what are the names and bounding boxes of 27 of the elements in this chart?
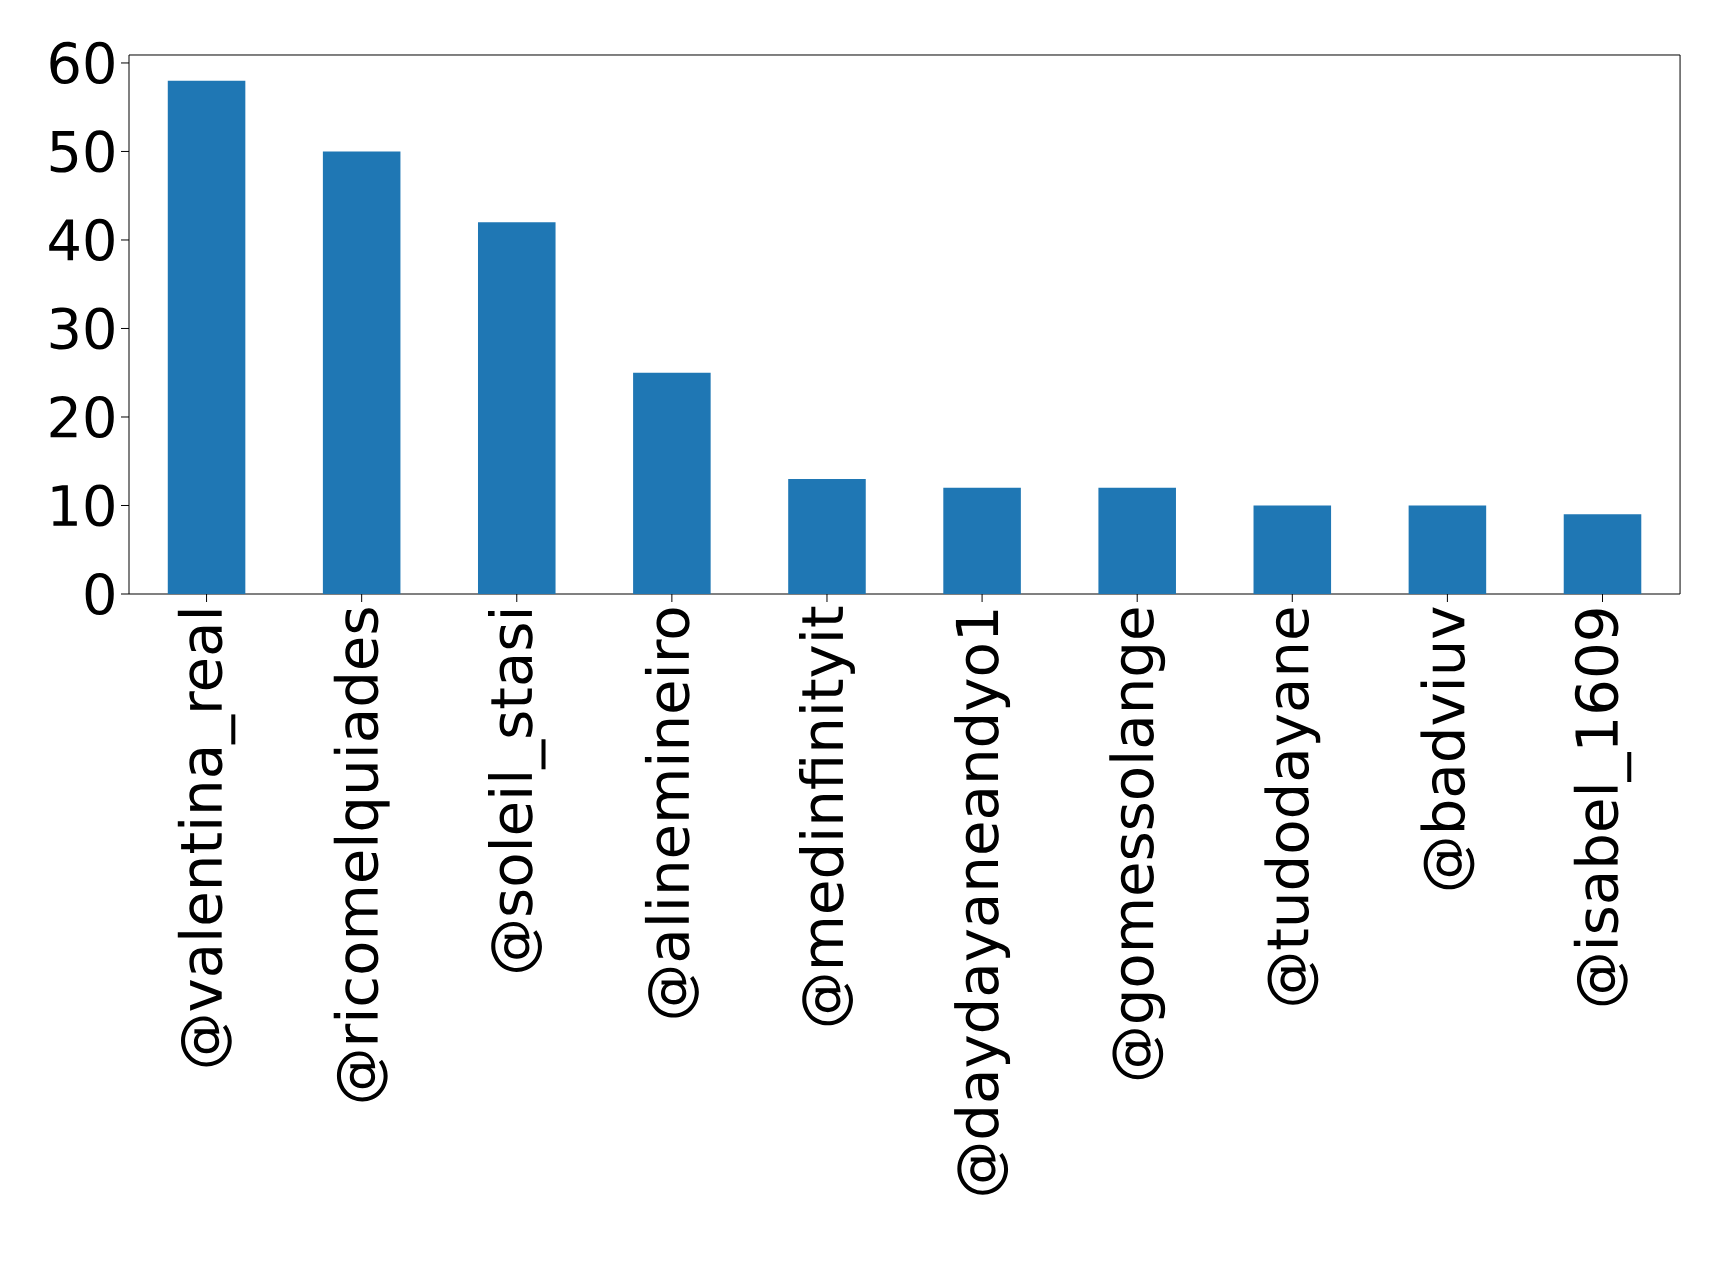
y-tick-label: 0 xyxy=(85,572,114,616)
bar xyxy=(167,80,246,594)
y-tick-label: 60 xyxy=(50,41,114,85)
x-tick-label: @badviuv xyxy=(1420,607,1475,890)
x-tick-label: @alinemineiro xyxy=(644,608,699,1018)
bar xyxy=(1098,487,1176,594)
bar xyxy=(1253,505,1332,594)
y-tick-label: 40 xyxy=(49,218,114,262)
x-tick-label: @isabel_1609 xyxy=(1573,609,1632,1006)
bar xyxy=(322,151,401,594)
x-tick-label: @valentina_real xyxy=(177,610,236,1067)
y-tick-label: 20 xyxy=(50,395,114,439)
x-tick-label: @gomessolange xyxy=(1109,608,1166,1080)
bar xyxy=(788,478,866,594)
y-tick-label: 30 xyxy=(50,307,114,350)
x-tick-label: @soleil_stasi xyxy=(488,610,546,972)
x-tick-label: @medinfinityit xyxy=(799,606,855,1026)
y-tick-label: 50 xyxy=(50,130,114,173)
bar xyxy=(943,487,1021,594)
x-tick-label: @tudodayane xyxy=(1264,608,1321,1005)
x-tick-label: @daydayaneandyo1 xyxy=(954,610,1011,1195)
bar xyxy=(477,222,556,594)
bar xyxy=(1408,505,1487,594)
y-tick-label: 10 xyxy=(52,484,114,527)
x-tick-label: @ricomelquiades xyxy=(333,608,390,1102)
bar xyxy=(1563,514,1642,594)
bar xyxy=(633,372,711,594)
